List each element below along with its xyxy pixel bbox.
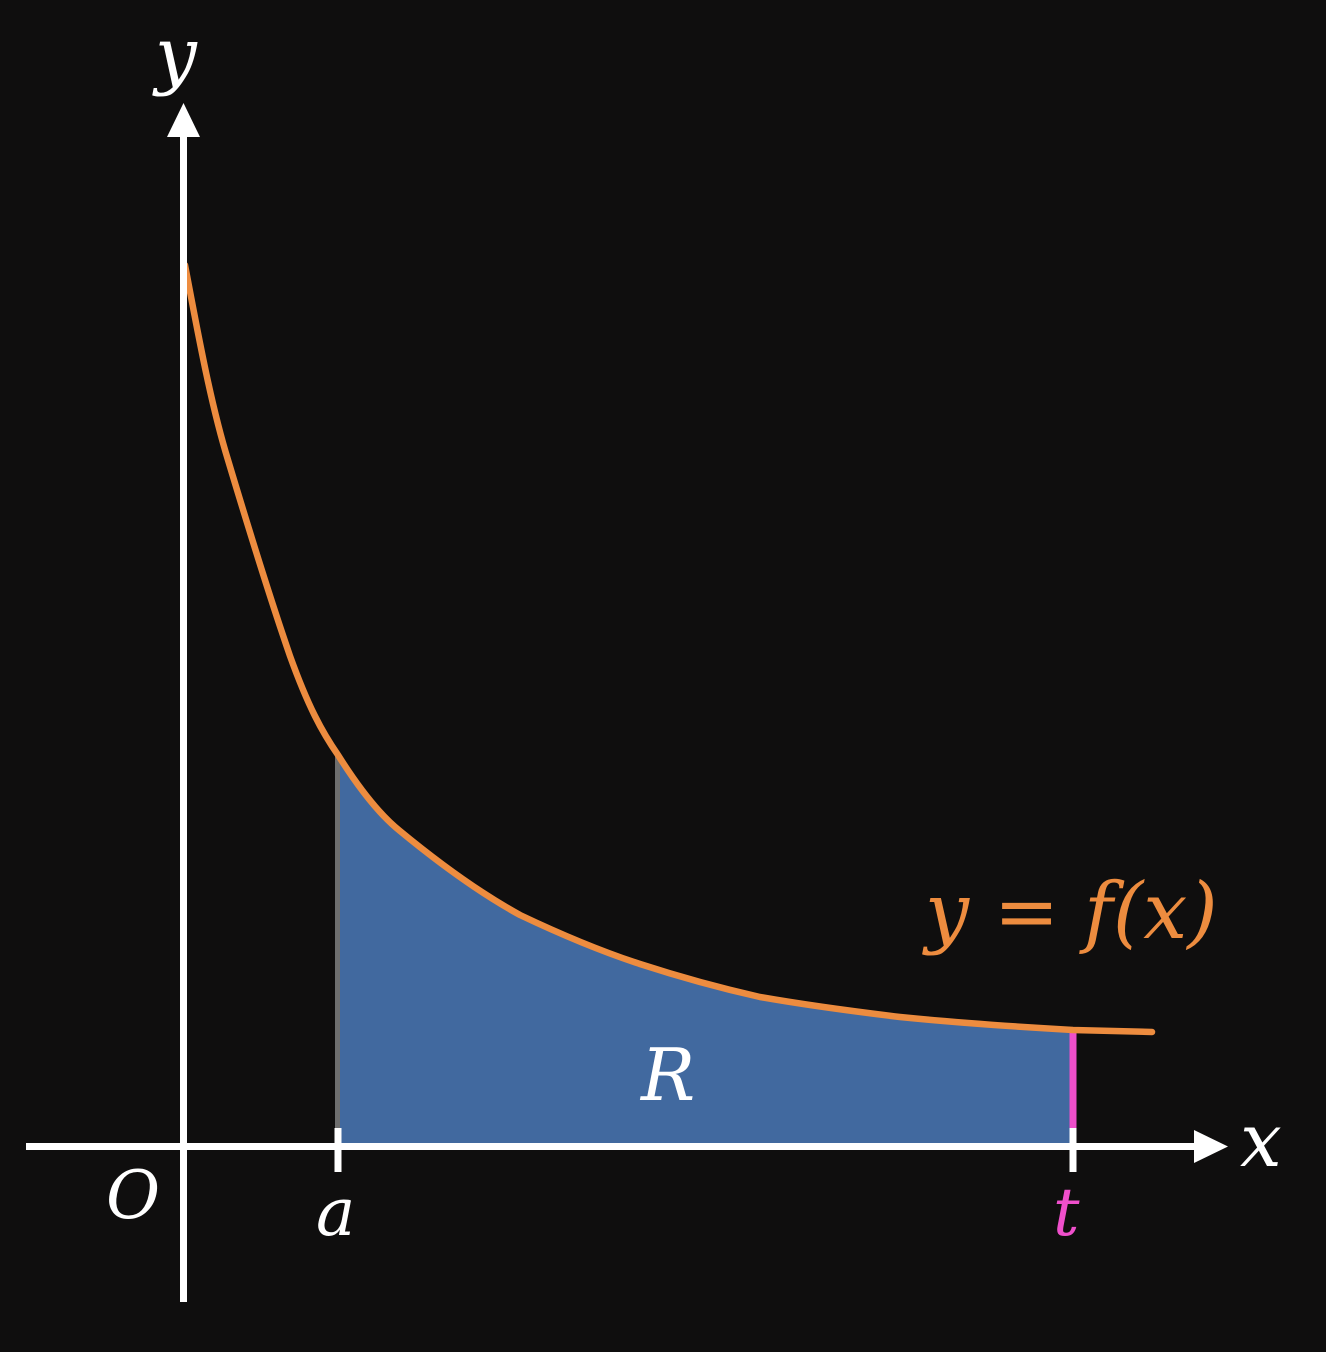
x-tick-label-t: t [1053, 1174, 1080, 1251]
shaded-region-R [338, 755, 1073, 1143]
x-axis-label: x [1240, 1098, 1282, 1184]
region-label-R: R [641, 1033, 696, 1117]
x-axis-arrowhead [1194, 1130, 1228, 1163]
y-axis-arrowhead [167, 103, 200, 137]
y-axis-label: y [155, 12, 197, 98]
function-curve [181, 261, 1156, 1036]
function-curve-label: y = f(x) [925, 867, 1218, 957]
origin-label: O [106, 1157, 161, 1234]
x-tick-label-a: a [316, 1174, 356, 1251]
